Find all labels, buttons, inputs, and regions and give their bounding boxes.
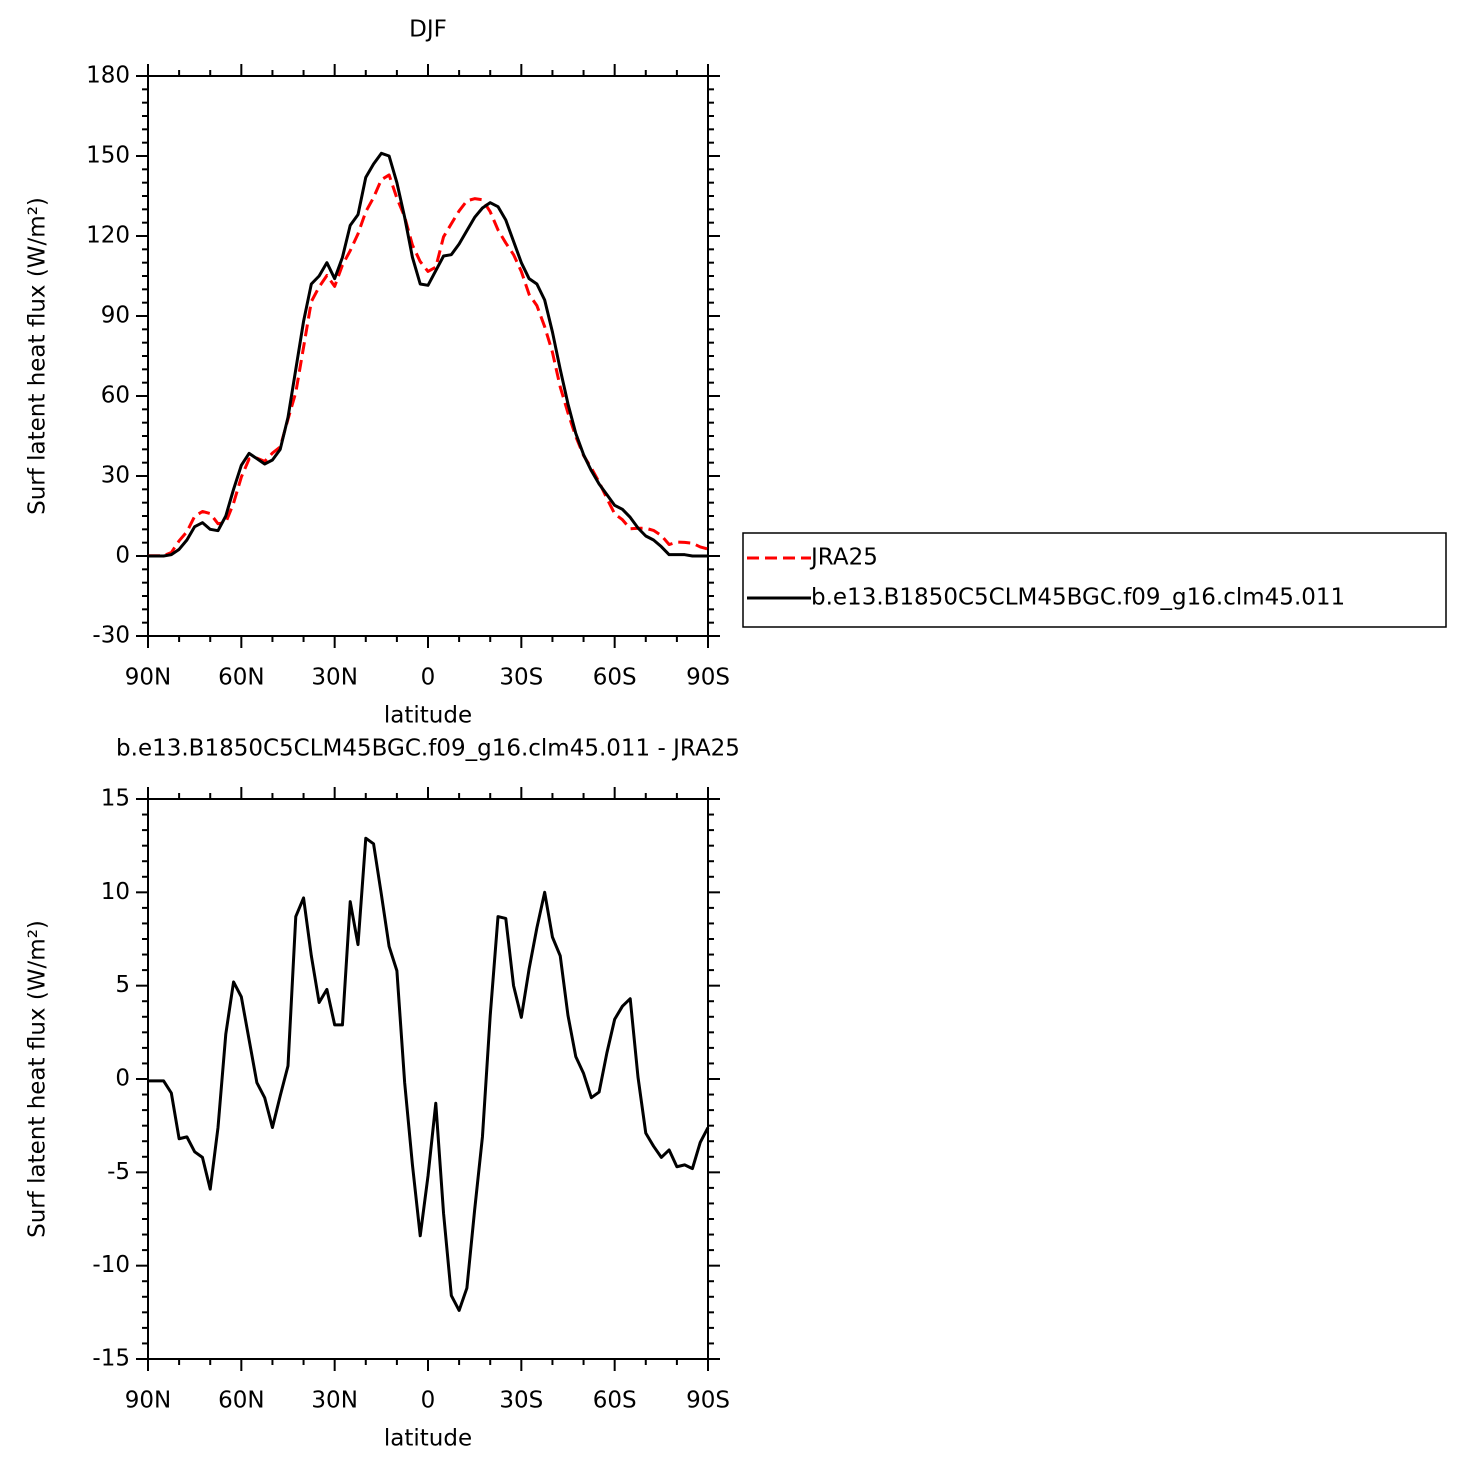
y-tick-label: -10 xyxy=(92,1252,130,1278)
y-tick-label: -30 xyxy=(92,623,130,649)
x-tick-label: 90N xyxy=(125,1388,171,1414)
x-tick-label: 60S xyxy=(593,1388,637,1414)
x-tick-label: 60S xyxy=(593,665,637,691)
x-tick-label: 60N xyxy=(218,665,264,691)
y-tick-label: 15 xyxy=(101,786,130,812)
data-line xyxy=(148,836,710,1312)
data-line xyxy=(148,173,709,558)
y-tick-label: 0 xyxy=(115,1066,130,1092)
x-tick-label: 90N xyxy=(125,665,171,691)
y-tick-label: 180 xyxy=(86,63,130,89)
legend-label: b.e13.B1850C5CLM45BGC.f09_g16.clm45.011 xyxy=(811,585,1345,611)
y-tick-label: 10 xyxy=(101,879,130,905)
chart-title: DJF xyxy=(409,17,447,43)
x-tick-label: 0 xyxy=(421,1388,436,1414)
data-line xyxy=(148,151,708,558)
y-axis-label: Surf latent heat flux (W/m²) xyxy=(25,197,51,515)
legend-box xyxy=(742,532,1447,628)
x-tick-label: 30N xyxy=(311,665,357,691)
x-tick-label: 30S xyxy=(499,665,543,691)
y-tick-label: 120 xyxy=(86,223,130,249)
y-tick-label: 0 xyxy=(115,543,130,569)
x-tick-label: 30S xyxy=(499,1388,543,1414)
legend-label: JRA25 xyxy=(809,545,878,571)
y-tick-label: 90 xyxy=(101,303,130,329)
y-tick-label: 30 xyxy=(101,463,130,489)
x-axis-label: latitude xyxy=(384,1426,472,1452)
x-tick-label: 60N xyxy=(218,1388,264,1414)
x-tick-label: 30N xyxy=(311,1388,357,1414)
x-axis-label: latitude xyxy=(384,703,472,729)
y-tick-label: -5 xyxy=(107,1159,130,1185)
plot-frame xyxy=(147,75,709,637)
x-tick-label: 90S xyxy=(686,1388,730,1414)
x-tick-label: 0 xyxy=(421,665,436,691)
x-tick-label: 90S xyxy=(686,665,730,691)
y-tick-label: -15 xyxy=(92,1346,130,1372)
y-tick-label: 5 xyxy=(115,972,130,998)
y-tick-label: 60 xyxy=(101,383,130,409)
plot-frame xyxy=(147,798,709,1360)
chart-title: b.e13.B1850C5CLM45BGC.f09_g16.clm45.011 … xyxy=(116,736,740,762)
y-tick-label: 150 xyxy=(86,143,130,169)
y-axis-label: Surf latent heat flux (W/m²) xyxy=(25,920,51,1238)
